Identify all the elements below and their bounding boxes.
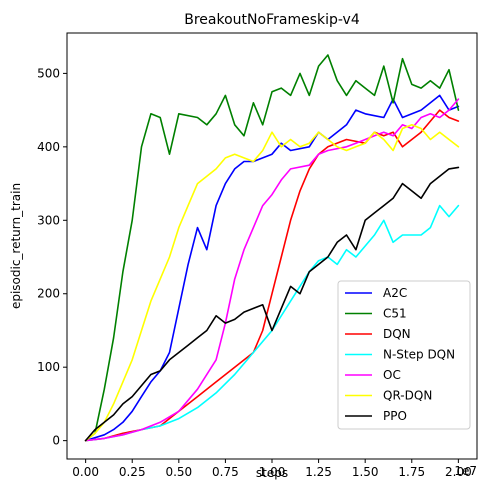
series-line-c51 — [84, 54, 460, 442]
legend-label-c51: C51 — [383, 307, 407, 321]
y-tick-label: 400 — [37, 140, 60, 154]
series-line-a2c — [84, 94, 460, 442]
y-tick-label: 0 — [52, 434, 60, 448]
x-tick-label: 0.25 — [119, 465, 146, 479]
legend-label-qr-dqn: QR-DQN — [383, 389, 432, 403]
legend-label-ppo: PPO — [383, 409, 407, 423]
legend-label-dqn: DQN — [383, 327, 411, 341]
chart-title: BreakoutNoFrameskip-v4 — [184, 12, 360, 28]
legend-label-oc: OC — [383, 368, 401, 382]
x-axis-offset-label: 1e7 — [454, 464, 477, 478]
y-tick-label: 500 — [37, 66, 60, 80]
series-line-dqn — [84, 109, 460, 442]
y-tick-label: 300 — [37, 213, 60, 227]
series-line-n-step-dqn — [84, 204, 460, 442]
legend-items: A2C C51 DQN N-Step DQN OC QR-DQN PPO — [345, 286, 455, 423]
x-tick-label: 0.75 — [212, 465, 239, 479]
x-axis-label: steps — [256, 466, 288, 480]
x-tick-label: 1.00 — [259, 465, 286, 479]
y-tick-label: 200 — [37, 287, 60, 301]
x-tick-label: 0.00 — [72, 465, 99, 479]
plot-area-frame — [66, 32, 478, 460]
x-axis-ticks: 0.00 0.25 0.50 0.75 1.00 1.25 1.50 1.75 2.00 — [72, 459, 472, 479]
x-tick-label: 0.50 — [165, 465, 192, 479]
x-tick-label: 2.00 — [445, 465, 472, 479]
x-tick-label: 1.50 — [352, 465, 379, 479]
legend: A2C C51 DQN N-Step DQN OC QR-DQN PPO — [337, 280, 471, 430]
series-line-qr-dqn — [84, 124, 460, 442]
x-tick-label: 1.25 — [305, 465, 332, 479]
series-line-ppo — [84, 166, 460, 442]
series-group — [84, 54, 460, 442]
y-axis-label: episodic_return_train — [9, 183, 23, 309]
y-axis-ticks: 0 100 200 300 400 500 — [37, 66, 67, 448]
legend-label-a2c: A2C — [383, 286, 407, 300]
y-tick-label: 100 — [37, 360, 60, 374]
legend-label-n-step-dqn: N-Step DQN — [383, 348, 455, 362]
series-line-oc — [84, 98, 460, 442]
legend-box — [337, 280, 471, 430]
x-tick-label: 1.75 — [398, 465, 425, 479]
